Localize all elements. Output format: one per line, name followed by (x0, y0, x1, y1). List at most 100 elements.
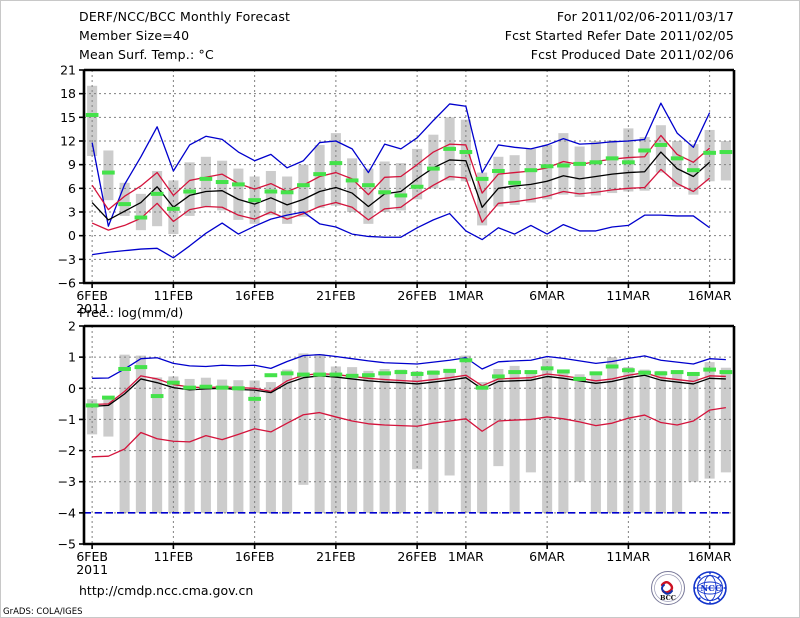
y-tick-label: −3 (58, 252, 76, 267)
observed-dash (410, 184, 424, 189)
observed-dash (264, 189, 278, 194)
observed-dash (459, 150, 473, 155)
observed-dash (150, 191, 164, 196)
spread-bar (623, 367, 634, 513)
spread-bar (509, 365, 520, 513)
spread-bar (184, 378, 195, 513)
x-tick-label: 16FEB (235, 288, 275, 303)
observed-dash (443, 368, 456, 373)
spread-bar (282, 369, 293, 513)
spread-bar (672, 141, 683, 187)
observed-dash (280, 371, 294, 376)
grads-credit: GrADS: COLA/IGES (3, 607, 83, 617)
spread-bar (493, 156, 504, 207)
x-tick-label: 16MAR (688, 549, 732, 564)
spread-bar (590, 375, 601, 513)
observed-dash (508, 180, 521, 185)
y-axis-ticks: −5 −4 −3 −2 −1 0 1 2 (58, 319, 84, 552)
spread-bar (379, 161, 390, 212)
spread-bar (704, 362, 715, 479)
spread-bar (444, 369, 455, 476)
source-url[interactable]: http://cmdp.ncc.cma.gov.cn (79, 583, 254, 598)
spread-bar (623, 128, 634, 192)
spread-bar (509, 155, 520, 205)
observed-dash (475, 385, 489, 390)
spread-bar (590, 141, 601, 196)
spread-bar (542, 358, 553, 513)
series-line-upper_quartile (92, 372, 726, 406)
series-line-mean (91, 151, 711, 221)
observed-dash (232, 386, 245, 391)
spread-bar (347, 158, 358, 212)
y-tick-label: 3 (68, 205, 76, 220)
spread-bar (233, 168, 244, 220)
observed-dash (557, 369, 570, 374)
observed-dash (264, 373, 278, 378)
observed-dash (183, 189, 196, 194)
spread-bar (720, 367, 731, 473)
bcc-logo: BCC (651, 571, 685, 605)
spread-bar (379, 368, 390, 513)
observed-dash (150, 394, 164, 399)
svg-text:NCC: NCC (700, 584, 722, 594)
spread-bar (395, 163, 406, 211)
x-tick-label: 11MAR (606, 288, 650, 303)
observed-dash (85, 112, 99, 117)
spread-bar (168, 376, 179, 513)
observed-dash (378, 190, 391, 195)
spread-bar (493, 368, 504, 467)
member-size-label: Member Size=40 (79, 28, 190, 43)
observed-dash (573, 161, 586, 166)
spread-bar (265, 382, 276, 513)
observed-dash (297, 372, 310, 377)
observed-dash (280, 190, 294, 195)
spread-bar (330, 133, 341, 206)
produced-date-label: Fcst Produced Date 2011/02/06 (530, 47, 734, 62)
observed-dash (670, 370, 684, 375)
spread-bar (363, 168, 374, 224)
spread-bar (639, 137, 650, 191)
spread-bars (87, 353, 731, 513)
observed-dash (345, 178, 359, 183)
observed-dash (427, 166, 440, 171)
series-line-minimum (92, 211, 711, 259)
spread-bar (542, 144, 553, 200)
y-tick-label: 9 (68, 157, 76, 172)
observed-dash (313, 372, 326, 377)
observed-dash (703, 150, 716, 155)
observed-dash (329, 372, 343, 377)
observed-dash (248, 396, 261, 401)
y-tick-label: 6 (68, 181, 76, 196)
y-tick-label: 1 (68, 350, 76, 365)
spread-bar (152, 377, 163, 513)
x-tick-label: 21FEB (316, 288, 356, 303)
y-tick-label: 2 (68, 319, 76, 334)
observed-dash (102, 170, 115, 175)
series-line-mean (92, 374, 726, 407)
observed-dash (654, 142, 668, 147)
observed-dash (427, 370, 440, 375)
page-title: DERF/NCC/BCC Monthly Forecast (79, 9, 291, 24)
x-tick-label: 16MAR (688, 288, 732, 303)
observed-dash (167, 206, 180, 211)
series-line-maximum (92, 353, 726, 379)
observed-dash (199, 384, 213, 389)
spread-bar (152, 170, 163, 227)
y-axis-ticks: −6 −3 0 3 6 9 12 15 18 21 (58, 63, 84, 291)
observed-dash (102, 395, 115, 400)
spread-bar (412, 148, 423, 200)
spread-bar (119, 182, 130, 216)
spread-bar (298, 353, 309, 485)
observed-dash (475, 176, 489, 181)
x-tick-sublabel: 2011 (76, 562, 108, 577)
spread-bar (363, 370, 374, 513)
observed-dash (297, 183, 310, 188)
x-tick-label: 11FEB (154, 288, 194, 303)
observed-dash (134, 215, 148, 220)
observed-dash (118, 366, 131, 371)
y-tick-label: 0 (68, 228, 76, 243)
precipitation-axis-title: Prec.: log(mm/d) (79, 305, 184, 320)
